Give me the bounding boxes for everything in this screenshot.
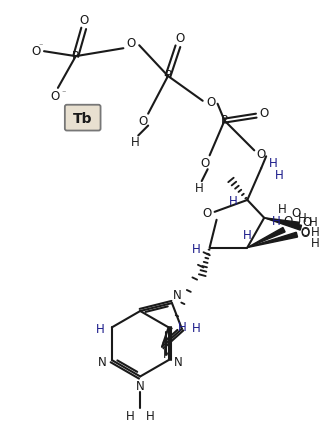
Text: H: H [229, 196, 238, 208]
Text: H: H [308, 216, 317, 229]
Text: H: H [275, 169, 283, 181]
Polygon shape [264, 218, 299, 227]
Text: O: O [300, 227, 309, 240]
Text: O: O [302, 216, 311, 229]
Text: O: O [79, 14, 88, 27]
Text: H: H [178, 321, 187, 334]
Text: H: H [272, 215, 280, 228]
Polygon shape [247, 227, 285, 248]
Text: H: H [191, 243, 200, 256]
Text: O: O [283, 215, 293, 228]
Text: P: P [221, 114, 228, 127]
Text: O: O [200, 157, 209, 170]
Text: O: O [32, 45, 41, 58]
Text: N: N [163, 348, 171, 361]
Text: H: H [243, 229, 252, 242]
Text: O: O [257, 148, 266, 161]
Text: N: N [136, 380, 145, 393]
Text: N: N [174, 356, 183, 368]
Text: N: N [98, 356, 106, 368]
Text: H: H [297, 212, 306, 225]
Text: O: O [127, 37, 136, 50]
Text: O: O [175, 32, 184, 45]
Text: H: H [311, 237, 320, 250]
Text: O: O [300, 226, 309, 239]
Text: O: O [139, 115, 148, 128]
Text: H: H [195, 181, 204, 195]
Text: O: O [202, 207, 211, 220]
Text: O: O [259, 107, 269, 120]
Text: Tb: Tb [73, 112, 93, 126]
Text: H: H [310, 226, 319, 239]
Text: N: N [172, 289, 181, 302]
FancyBboxPatch shape [65, 105, 101, 130]
Text: O: O [291, 207, 301, 220]
Text: H: H [146, 410, 155, 423]
Text: H: H [269, 157, 277, 170]
Text: O: O [50, 90, 60, 104]
Text: ⁻: ⁻ [39, 42, 43, 51]
Text: P: P [165, 69, 171, 83]
Text: H: H [96, 323, 104, 336]
Text: H: H [191, 322, 200, 335]
Text: H: H [278, 203, 286, 216]
Text: O: O [206, 96, 215, 109]
Text: P: P [72, 50, 79, 63]
Text: H: H [126, 410, 135, 423]
Text: H: H [131, 136, 140, 149]
Polygon shape [264, 218, 301, 230]
Text: ⁻: ⁻ [62, 88, 66, 97]
Polygon shape [247, 232, 297, 248]
